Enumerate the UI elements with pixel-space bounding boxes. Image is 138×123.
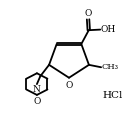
Text: CH₃: CH₃ — [102, 63, 119, 71]
Text: N: N — [33, 85, 41, 94]
Text: O: O — [84, 9, 92, 18]
Text: OH: OH — [101, 25, 116, 34]
Text: O: O — [33, 97, 41, 106]
Text: O: O — [65, 81, 73, 90]
Text: HCl: HCl — [102, 91, 122, 100]
